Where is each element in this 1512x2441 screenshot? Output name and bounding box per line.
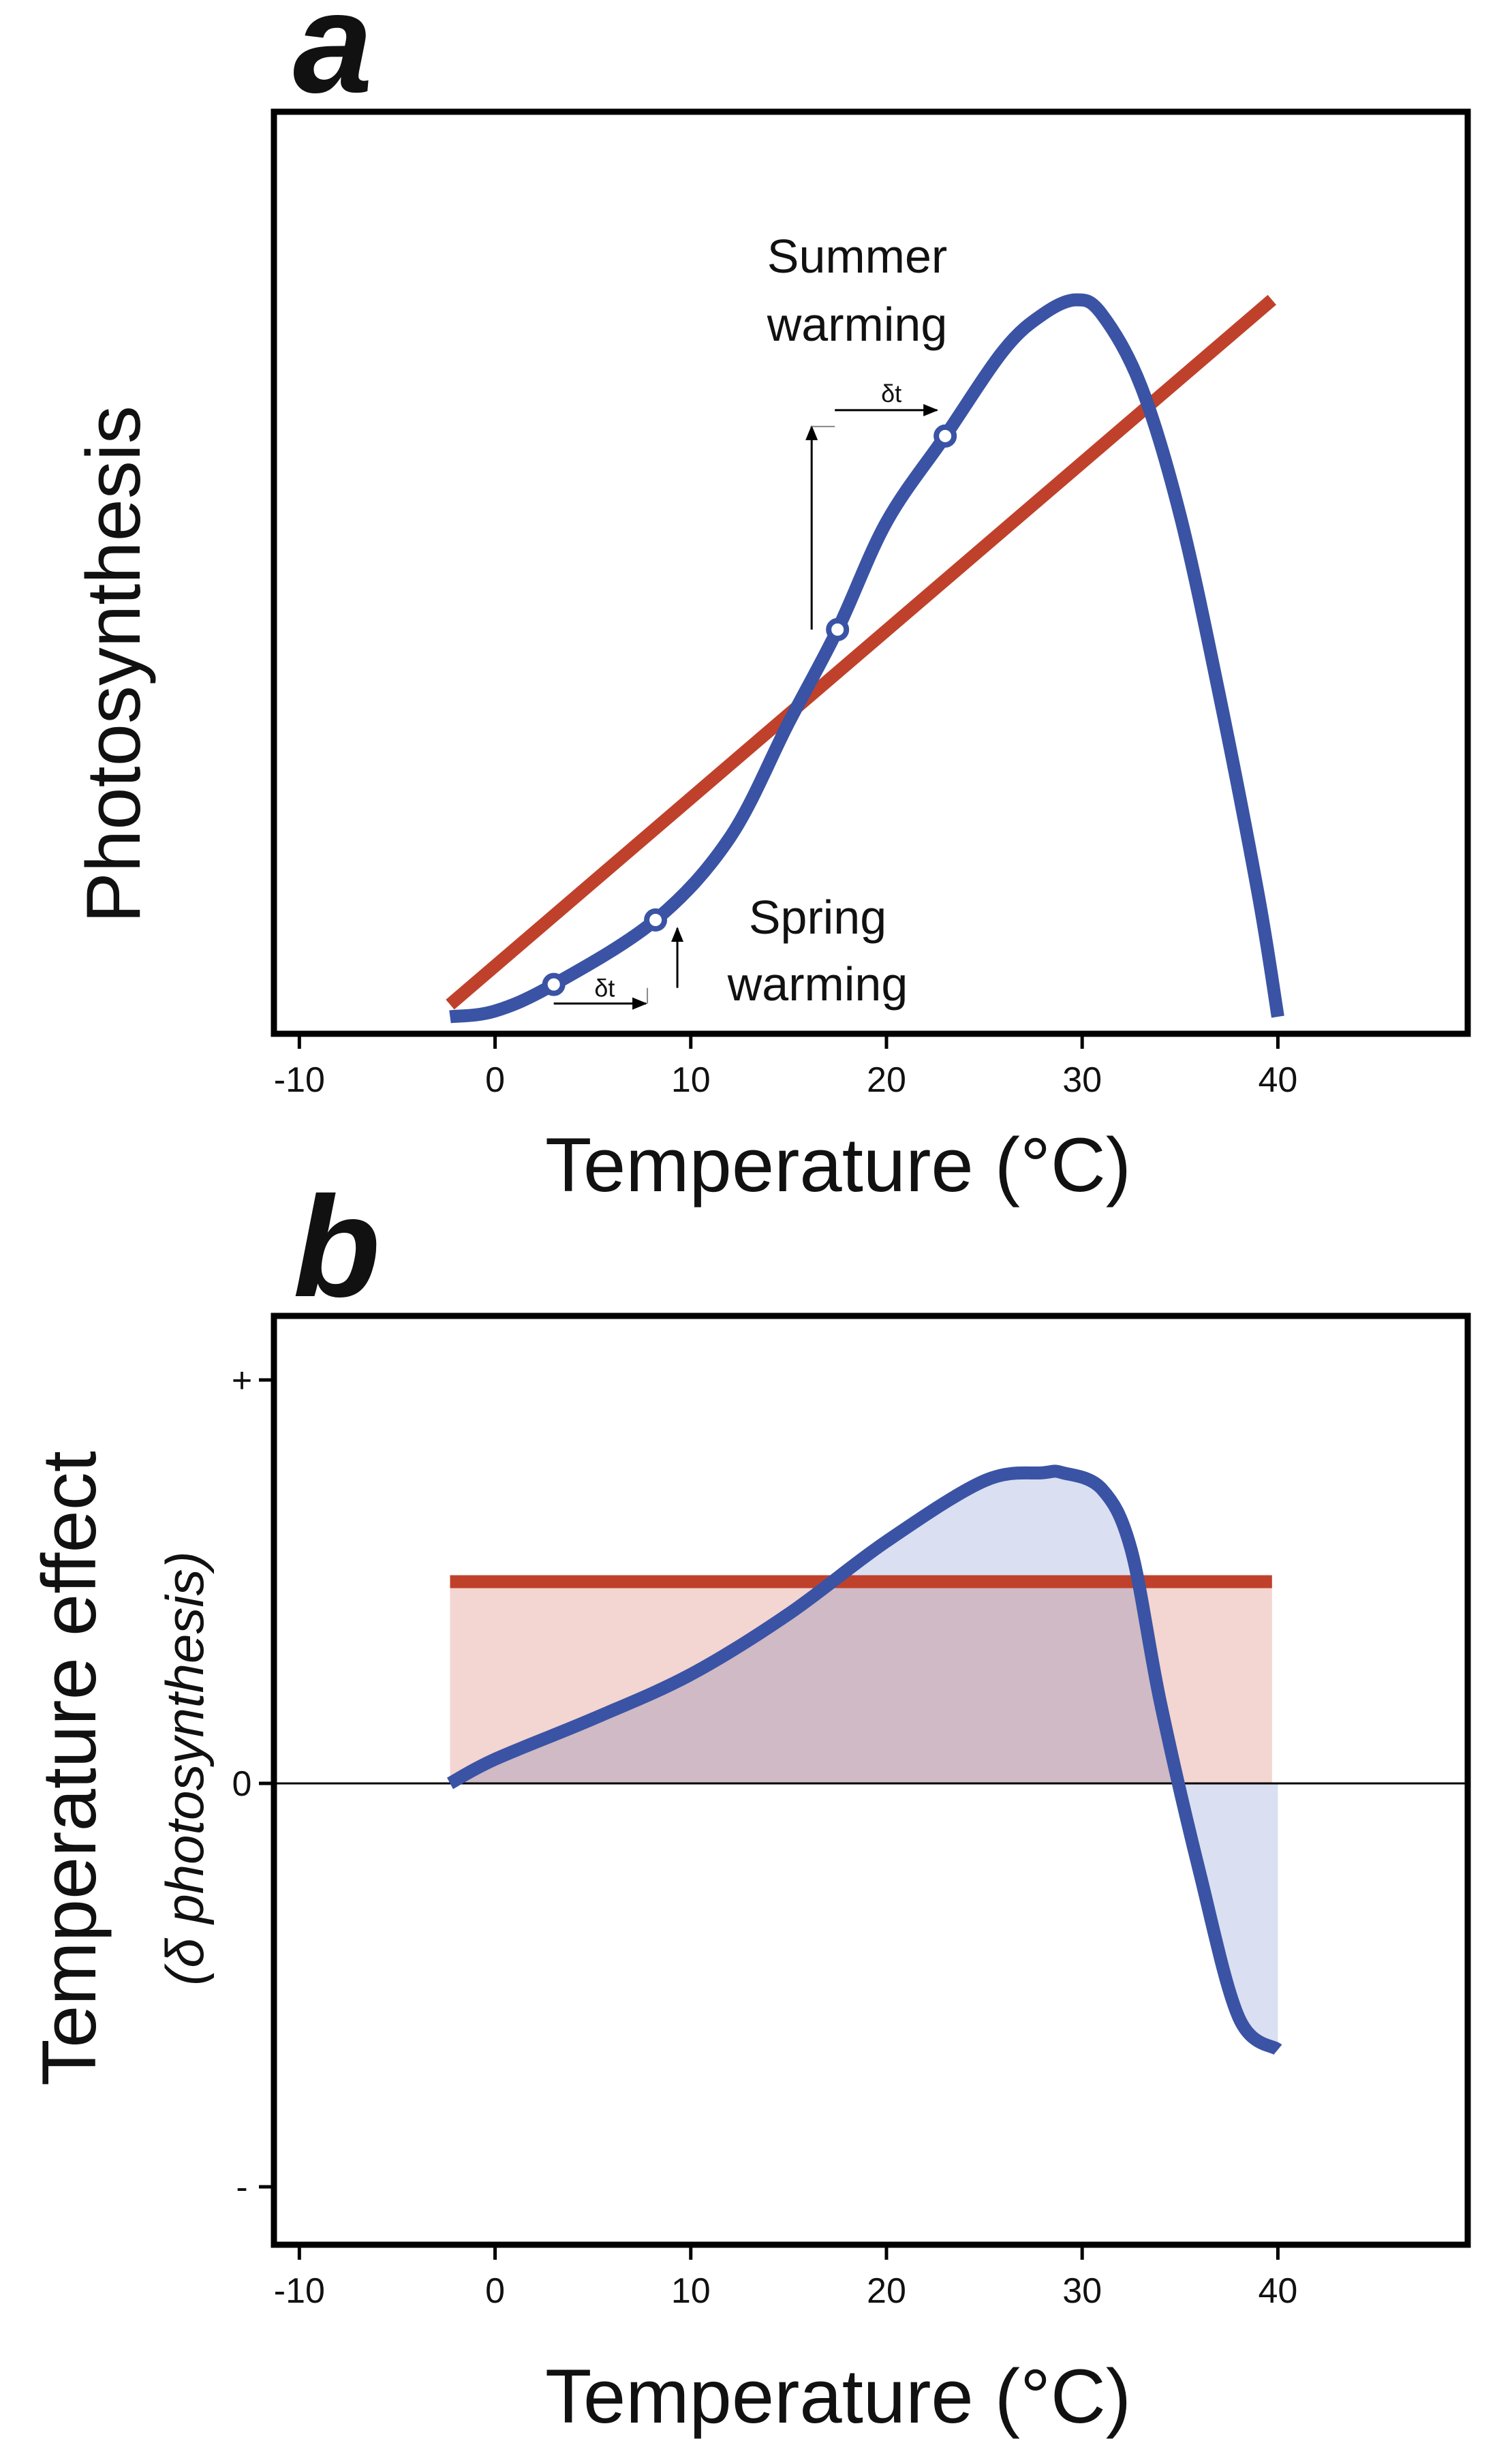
nonlinear-effect-curve [446, 1464, 1282, 2055]
panel-a-xtick-label: 10 [671, 1060, 711, 1100]
panel-b-letter: b [293, 1167, 380, 1327]
panel-b-ytick-label: - [236, 2168, 247, 2207]
summer-warming-label-line2: warming [767, 298, 948, 351]
panel-a-ylabel: Photosynthesis [71, 405, 156, 923]
warming-point [644, 908, 668, 932]
panel-b-ylabel: Temperature effect [27, 1451, 112, 2086]
summer-warming-label-line1: Summer [767, 230, 947, 283]
nonlinear-effect-area [450, 1471, 1278, 2050]
panel-a-xtick-label: 40 [1258, 1060, 1297, 1100]
panel-b-xtick-label: 0 [485, 2271, 505, 2311]
summer-dt-label: δt [881, 380, 901, 408]
panel-b-xtick-label: 40 [1258, 2271, 1297, 2311]
spring-dt-label: δt [594, 974, 615, 1002]
panel-a-xtick-label: -10 [274, 1060, 325, 1100]
panel-b-xtick-label: 20 [867, 2271, 906, 2311]
panel-a-xtick-label: 30 [1062, 1060, 1102, 1100]
panel-a-xtick-label: 0 [485, 1060, 505, 1100]
panel-b-xtick-label: -10 [274, 2271, 325, 2311]
spring-warming-label-line1: Spring [749, 891, 886, 944]
warming-point [542, 972, 566, 996]
panel-b-ytick-label: + [232, 1361, 252, 1400]
panel-a: a Photosynthesis Summer warming Spring warm… [71, 0, 1471, 1208]
panel-a-xtick-label: 20 [867, 1060, 906, 1100]
panel-b-xlabel: Temperature (°C) [545, 2354, 1131, 2439]
panel-b-ylabel-sub: (δ photosynthesis) [155, 1551, 215, 1985]
panel-b-xtick-label: 10 [671, 2271, 711, 2311]
spring-warming-label-line2: warming [727, 957, 908, 1011]
panel-b-xtick-label: 30 [1062, 2271, 1102, 2311]
panel-b: b Temperature effect (δ photosynthesis) … [27, 1167, 1471, 2439]
linear-response-line [446, 294, 1276, 1010]
panel-b-ytick-label: 0 [232, 1764, 252, 1804]
warming-point [934, 424, 957, 448]
panel-a-frame [271, 108, 1471, 1037]
warming-point [826, 617, 850, 641]
panel-b-frame [271, 1312, 1471, 2248]
warming-guides [553, 403, 939, 1010]
panel-a-xlabel: Temperature (°C) [545, 1122, 1131, 1208]
panel-a-letter: a [293, 0, 373, 123]
